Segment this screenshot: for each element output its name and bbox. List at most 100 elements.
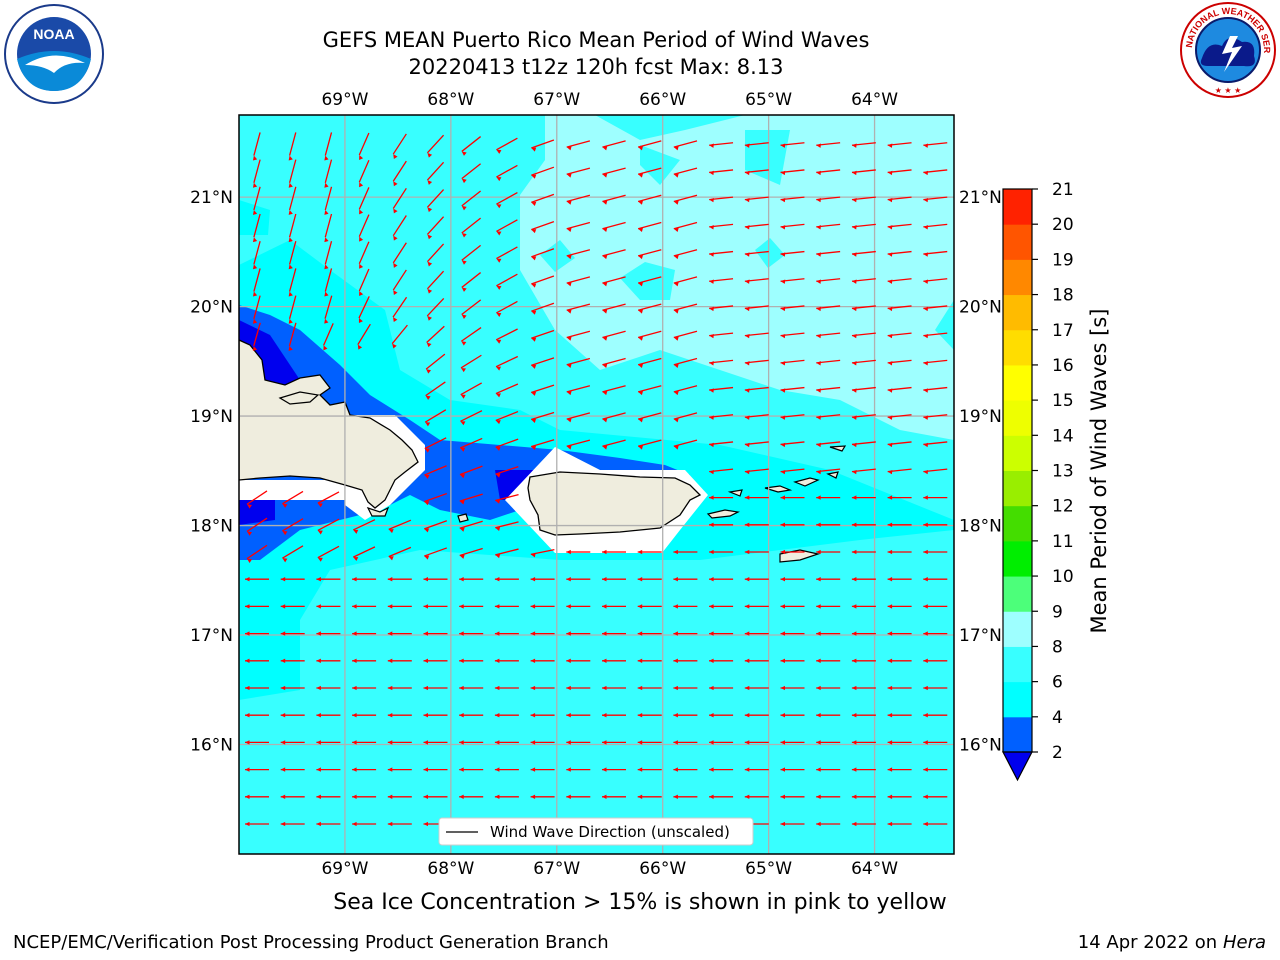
wave-direction-arrow xyxy=(602,658,626,663)
wave-direction-arrow xyxy=(530,740,555,745)
wave-direction-arrow xyxy=(851,414,876,420)
colorbar-segment xyxy=(1003,364,1032,401)
wave-direction-arrow xyxy=(887,767,912,772)
wave-direction-arrow xyxy=(709,386,734,393)
wave-direction-arrow xyxy=(816,142,841,148)
wave-direction-arrow xyxy=(673,631,698,636)
wave-direction-arrow xyxy=(323,323,334,351)
colorbar-segment xyxy=(1003,470,1032,507)
wave-direction-arrow xyxy=(245,740,269,745)
wave-direction-arrow xyxy=(887,821,912,827)
wave-direction-arrow xyxy=(709,441,734,448)
wave-direction-arrow xyxy=(887,794,912,799)
wave-direction-arrow xyxy=(887,414,912,420)
wave-direction-arrow xyxy=(923,441,948,448)
wave-direction-arrow xyxy=(566,767,591,772)
wave-direction-arrow xyxy=(495,355,519,371)
wave-direction-arrow xyxy=(602,221,626,232)
wave-direction-arrow xyxy=(851,767,876,772)
wave-direction-arrow xyxy=(887,441,912,448)
colorbar-tick-label: 20 xyxy=(1052,215,1074,235)
wave-direction-arrow xyxy=(744,332,769,339)
wave-direction-arrow xyxy=(566,549,591,555)
lon-tick-label-top: 64°W xyxy=(851,90,898,110)
nws-logo-icon: NATIONAL WEATHER SERVICE ★ ★ ★ xyxy=(1178,0,1276,98)
wave-direction-arrow xyxy=(637,631,662,636)
wave-direction-arrow xyxy=(566,221,591,232)
wave-direction-arrow xyxy=(923,713,948,718)
wave-direction-arrow xyxy=(388,519,412,534)
wave-direction-arrow xyxy=(246,517,268,536)
wave-direction-arrow xyxy=(780,794,805,799)
wave-direction-arrow xyxy=(673,140,698,151)
wave-direction-arrow xyxy=(316,631,341,636)
wave-direction-arrow xyxy=(923,359,948,366)
wave-direction-arrow xyxy=(851,250,876,257)
wave-direction-arrow xyxy=(923,250,948,257)
wave-direction-arrow xyxy=(709,196,734,203)
wave-direction-arrow xyxy=(461,272,482,292)
wave-direction-arrow xyxy=(352,658,377,663)
wave-direction-arrow xyxy=(358,296,370,324)
wave-direction-arrow xyxy=(282,490,304,508)
wave-direction-arrow xyxy=(245,767,269,772)
wave-direction-arrow xyxy=(816,305,841,312)
wave-direction-arrow xyxy=(744,223,769,230)
wave-direction-arrow xyxy=(317,545,340,562)
colorbar-tick-label: 2 xyxy=(1052,743,1063,763)
wave-direction-arrow xyxy=(816,250,841,257)
colorbar-under-triangle xyxy=(1002,751,1033,782)
wave-direction-arrow xyxy=(288,186,297,215)
wave-direction-arrow xyxy=(387,631,412,636)
wave-direction-arrow xyxy=(780,250,805,257)
lon-tick-label-bottom: 69°W xyxy=(321,859,368,879)
wave-direction-arrow xyxy=(316,577,341,582)
wave-direction-arrow xyxy=(887,278,912,284)
wave-direction-arrow xyxy=(459,658,484,663)
wave-direction-arrow xyxy=(459,740,484,745)
wave-direction-arrow xyxy=(460,354,482,373)
wave-direction-arrow xyxy=(851,169,876,176)
colorbar-segment xyxy=(1003,540,1032,577)
wave-direction-arrow xyxy=(637,713,662,718)
wave-direction-arrow xyxy=(923,794,948,799)
wave-direction-arrow xyxy=(352,519,376,534)
colorbar-label: Mean Period of Wind Waves [s] xyxy=(1087,309,1111,634)
colorbar-segment xyxy=(1003,646,1032,683)
wave-direction-arrow xyxy=(602,357,626,368)
wave-direction-arrow xyxy=(530,384,555,396)
wave-direction-arrow xyxy=(423,631,448,636)
map-legend: Wind Wave Direction (unscaled) xyxy=(438,817,754,846)
wave-direction-arrow xyxy=(744,386,769,393)
wave-direction-arrow xyxy=(923,305,948,312)
wave-direction-arrow xyxy=(566,577,591,582)
wave-direction-arrow xyxy=(816,223,841,230)
wave-direction-arrow xyxy=(358,214,370,242)
colorbar-tick-label: 10 xyxy=(1052,567,1074,587)
lat-tick-label-left: 18°N xyxy=(190,517,233,537)
wave-direction-arrow xyxy=(423,547,448,560)
wave-direction-arrow xyxy=(424,409,447,427)
lon-tick-label-top: 69°W xyxy=(321,90,368,110)
wave-direction-arrow xyxy=(709,631,734,636)
chart-title: GEFS MEAN Puerto Rico Mean Period of Win… xyxy=(322,28,870,52)
wave-direction-arrow xyxy=(816,713,841,718)
wave-direction-arrow xyxy=(495,465,519,478)
wave-direction-arrow xyxy=(887,740,912,745)
wave-direction-arrow xyxy=(851,604,876,609)
wave-direction-arrow xyxy=(352,821,377,827)
wave-direction-arrow xyxy=(780,767,805,772)
wave-direction-arrow xyxy=(816,549,841,555)
puerto-rico-landmass xyxy=(527,471,702,536)
wave-direction-arrow xyxy=(709,577,734,582)
wave-direction-arrow xyxy=(780,169,805,176)
wave-direction-arrow xyxy=(423,577,448,582)
wave-direction-arrow xyxy=(530,411,555,423)
wave-direction-arrow xyxy=(780,740,805,745)
colorbar-segment xyxy=(1003,224,1032,260)
colorbar-tick-label: 9 xyxy=(1052,602,1063,622)
wave-direction-arrow xyxy=(566,604,591,609)
wave-direction-arrow xyxy=(637,794,662,799)
wave-direction-arrow xyxy=(531,166,555,179)
wave-direction-arrow xyxy=(637,412,662,423)
